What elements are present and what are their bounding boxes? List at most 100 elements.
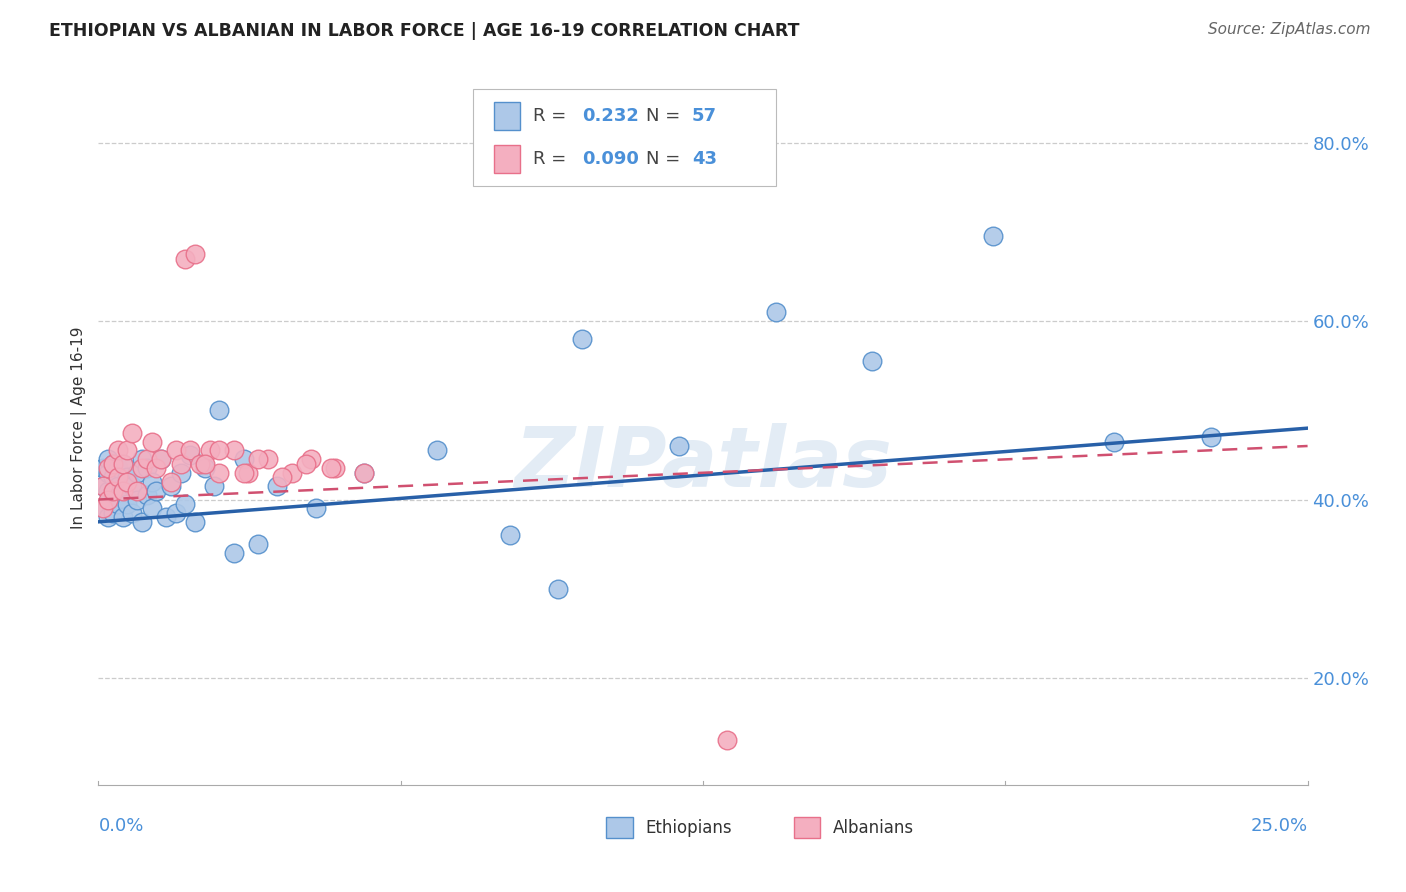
Point xyxy=(97,483,120,498)
Point xyxy=(117,497,139,511)
Text: 57: 57 xyxy=(692,107,717,125)
Point xyxy=(101,470,124,484)
Point xyxy=(547,582,569,596)
Point xyxy=(266,479,288,493)
Point xyxy=(101,457,124,471)
Point xyxy=(111,457,134,471)
Point xyxy=(169,466,191,480)
Point xyxy=(121,506,143,520)
Point xyxy=(319,461,342,475)
Point xyxy=(111,457,134,471)
Point xyxy=(91,479,114,493)
Point xyxy=(1102,434,1125,449)
Point xyxy=(184,247,207,261)
Point xyxy=(107,443,129,458)
Point xyxy=(325,461,347,475)
Point xyxy=(247,452,270,467)
Point xyxy=(179,443,201,458)
Bar xyxy=(494,102,520,130)
Point xyxy=(198,443,221,458)
Point xyxy=(145,483,167,498)
Point xyxy=(165,506,187,520)
Point xyxy=(208,466,231,480)
Point xyxy=(981,229,1004,244)
Point xyxy=(232,452,254,467)
Point xyxy=(174,497,197,511)
Point xyxy=(117,470,139,484)
Point xyxy=(1199,430,1222,444)
Point xyxy=(145,461,167,475)
Point xyxy=(127,466,149,480)
Point xyxy=(194,461,217,475)
Point xyxy=(668,439,690,453)
Point xyxy=(117,475,139,489)
Y-axis label: In Labor Force | Age 16-19: In Labor Force | Age 16-19 xyxy=(72,326,87,530)
Point xyxy=(107,470,129,484)
Point xyxy=(101,457,124,471)
Point xyxy=(135,461,157,475)
Point xyxy=(155,510,177,524)
Bar xyxy=(494,145,520,173)
Point xyxy=(131,461,153,475)
Point xyxy=(150,452,173,467)
Point xyxy=(97,510,120,524)
Point xyxy=(101,506,124,520)
Point xyxy=(131,452,153,467)
Point xyxy=(127,483,149,498)
Point xyxy=(91,461,114,475)
Point xyxy=(353,466,375,480)
Point xyxy=(97,466,120,480)
Point xyxy=(160,475,183,489)
Point xyxy=(121,425,143,440)
Point xyxy=(353,466,375,480)
Point xyxy=(107,461,129,475)
Point xyxy=(101,488,124,502)
Text: R =: R = xyxy=(533,150,571,168)
Point xyxy=(299,452,322,467)
Bar xyxy=(793,817,820,838)
Point xyxy=(716,733,738,747)
Point xyxy=(238,466,260,480)
Point xyxy=(165,443,187,458)
Bar xyxy=(606,817,633,838)
Point xyxy=(111,483,134,498)
Point xyxy=(127,492,149,507)
Point xyxy=(111,483,134,498)
Text: Ethiopians: Ethiopians xyxy=(645,819,731,837)
Point xyxy=(179,448,201,462)
Point xyxy=(194,457,217,471)
Text: Albanians: Albanians xyxy=(832,819,914,837)
Point xyxy=(222,546,245,560)
Point xyxy=(256,452,278,467)
Point xyxy=(141,501,163,516)
Point xyxy=(295,457,318,471)
Point xyxy=(135,488,157,502)
Text: 0.090: 0.090 xyxy=(582,150,638,168)
Point xyxy=(498,528,520,542)
Point xyxy=(111,510,134,524)
Point xyxy=(135,452,157,467)
Point xyxy=(571,332,593,346)
Text: 0.0%: 0.0% xyxy=(98,817,143,835)
Point xyxy=(169,457,191,471)
Text: R =: R = xyxy=(533,107,571,125)
Point xyxy=(305,501,328,516)
Point xyxy=(426,443,449,458)
Point xyxy=(91,479,114,493)
Point xyxy=(232,466,254,480)
Text: 25.0%: 25.0% xyxy=(1250,817,1308,835)
Point xyxy=(150,452,173,467)
Point xyxy=(247,537,270,551)
Point xyxy=(222,443,245,458)
FancyBboxPatch shape xyxy=(474,89,776,186)
Point xyxy=(160,479,183,493)
Point xyxy=(208,403,231,417)
Point xyxy=(271,470,294,484)
Point xyxy=(184,515,207,529)
Point xyxy=(107,479,129,493)
Text: N =: N = xyxy=(647,107,686,125)
Point xyxy=(97,452,120,467)
Point xyxy=(121,479,143,493)
Point xyxy=(765,305,787,319)
Point xyxy=(188,457,211,471)
